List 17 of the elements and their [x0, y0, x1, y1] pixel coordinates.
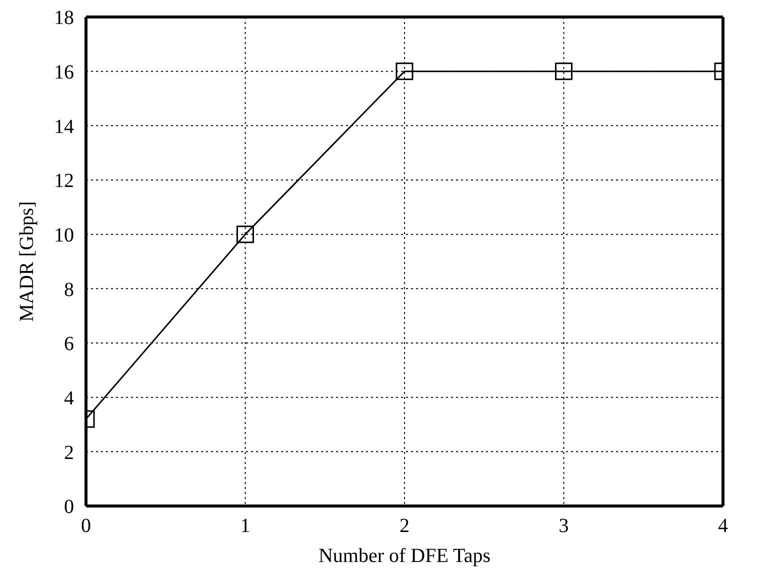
y-tick-label: 16	[54, 61, 74, 84]
y-tick-label: 8	[64, 278, 74, 301]
x-tick-label: 1	[240, 515, 250, 538]
y-tick-label: 2	[64, 442, 74, 464]
x-tick-label: 3	[558, 515, 569, 538]
y-tick-label: 10	[54, 224, 74, 246]
y-axis-title: MADR [Gbps]	[16, 201, 38, 322]
y-tick-label: 14	[54, 116, 74, 138]
y-tick-label: 0	[64, 496, 74, 518]
x-tick-label: 4	[718, 515, 728, 538]
x-tick-label: 2	[400, 515, 410, 538]
y-tick-label: 6	[64, 333, 74, 356]
x-axis-title: Number of DFE Taps	[318, 545, 491, 567]
y-tick-label: 4	[64, 387, 74, 410]
y-tick-label: 18	[54, 7, 74, 30]
y-tick-label: 12	[54, 170, 74, 192]
x-tick-label: 0	[81, 515, 91, 538]
